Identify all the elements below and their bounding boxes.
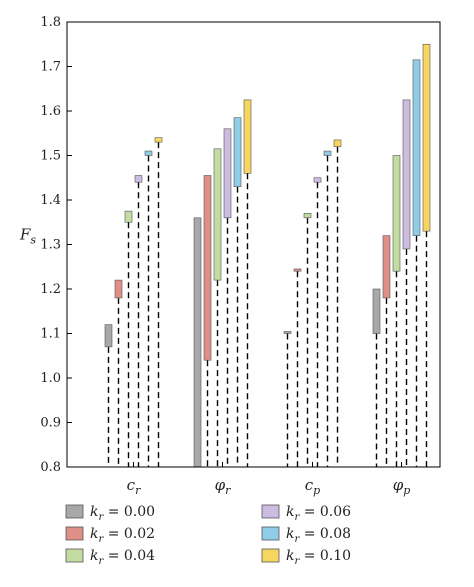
y-tick-label: 1.4 — [40, 193, 61, 208]
bar — [114, 279, 123, 299]
bar — [392, 155, 401, 272]
bar — [372, 288, 381, 334]
x-category-label: cp — [305, 476, 320, 497]
bar — [293, 268, 302, 272]
legend-label: kr = 0.02 — [90, 526, 155, 545]
legend-label: kr = 0.08 — [286, 526, 351, 545]
y-axis-label: Fs — [19, 226, 36, 247]
bar — [323, 150, 332, 156]
bar — [233, 117, 242, 187]
legend-label: kr = 0.10 — [286, 548, 351, 567]
legend-swatch — [65, 548, 84, 563]
y-tick-label: 0.9 — [40, 416, 61, 431]
y-tick-label: 1.5 — [40, 149, 61, 164]
bar — [144, 150, 153, 156]
legend-label: kr = 0.04 — [90, 548, 155, 567]
bar — [333, 139, 342, 147]
x-category-label: φr — [215, 476, 232, 497]
bar — [124, 210, 133, 223]
bar — [382, 235, 391, 299]
bar — [412, 59, 421, 236]
legend-swatch — [261, 504, 280, 519]
y-tick-label: 0.8 — [40, 460, 61, 475]
bar — [422, 43, 431, 232]
legend: kr = 0.00 kr = 0.02 kr = 0.04 kr = 0.06 kr =… — [65, 504, 351, 567]
plot-area — [104, 43, 431, 468]
x-category-label: cr — [127, 476, 141, 497]
y-tick-label: 1.3 — [40, 238, 61, 253]
y-tick-label: 1.1 — [40, 327, 61, 342]
legend-swatch — [261, 548, 280, 563]
bar — [154, 137, 163, 143]
bar — [104, 324, 113, 348]
bar — [402, 99, 411, 250]
axes: 0.8 0.9 1.0 1.1 1.2 1.3 1.4 1.5 1.6 1.7 1.8 Fs cr φr c… — [19, 15, 441, 497]
bar — [283, 331, 292, 334]
legend-label: kr = 0.00 — [90, 504, 155, 523]
legend-swatch — [65, 526, 84, 541]
y-tick-label: 1.0 — [40, 371, 61, 386]
bar — [243, 99, 252, 174]
y-tick-label: 1.8 — [40, 15, 61, 30]
y-tick-label: 1.6 — [40, 104, 61, 119]
legend-swatch — [261, 526, 280, 541]
bar — [313, 177, 322, 183]
bar — [223, 128, 232, 219]
bar — [203, 175, 212, 361]
y-tick-label: 1.7 — [40, 60, 61, 75]
legend-swatch — [65, 504, 84, 519]
y-tick-label: 1.2 — [40, 282, 61, 297]
x-category-label: φp — [393, 476, 411, 497]
bar — [303, 213, 312, 219]
legend-label: kr = 0.06 — [286, 504, 351, 523]
bar — [193, 217, 202, 468]
bar — [213, 148, 222, 281]
bar — [134, 175, 143, 183]
